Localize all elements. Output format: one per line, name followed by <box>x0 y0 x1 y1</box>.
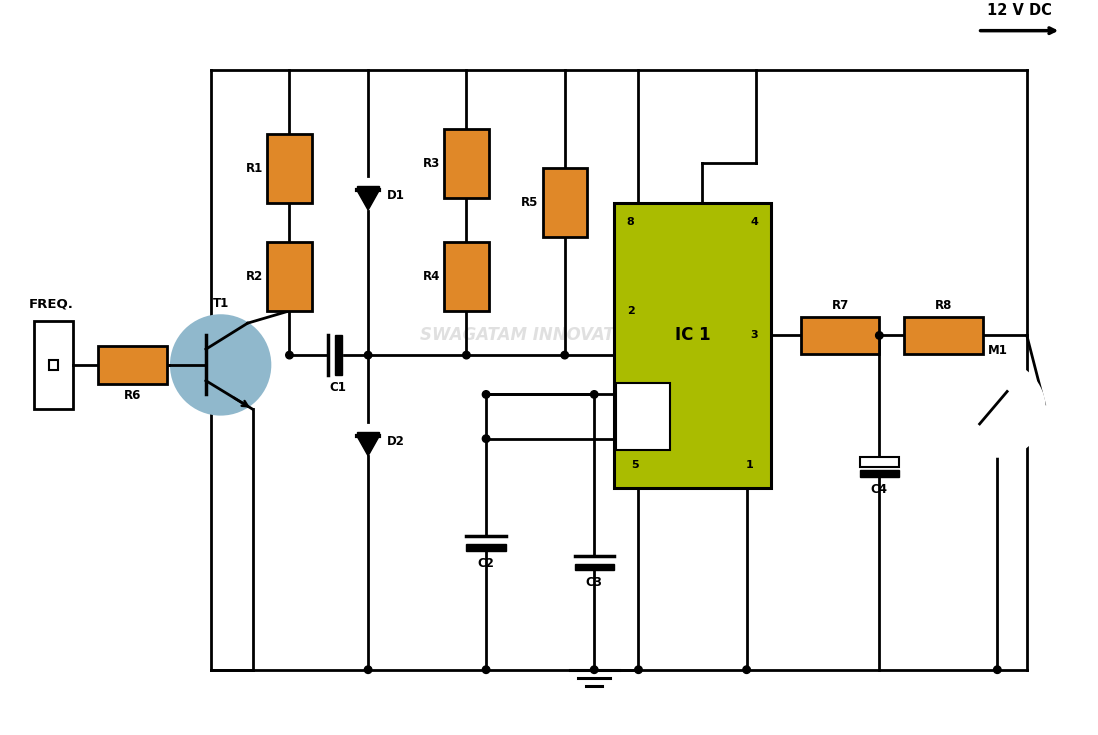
Text: 12 V DC: 12 V DC <box>986 3 1052 18</box>
Bar <box>357 432 379 436</box>
Bar <box>335 335 341 375</box>
Circle shape <box>482 435 490 442</box>
Text: IC 1: IC 1 <box>675 326 710 345</box>
Text: 6: 6 <box>627 390 635 399</box>
Bar <box>574 564 614 570</box>
Text: T1: T1 <box>213 297 228 310</box>
Bar <box>467 544 506 551</box>
Bar <box>445 242 489 311</box>
Bar <box>616 383 670 451</box>
Bar <box>445 129 489 198</box>
Text: C4: C4 <box>871 483 888 496</box>
Bar <box>98 346 167 384</box>
Text: R3: R3 <box>423 157 440 170</box>
Bar <box>800 317 879 354</box>
Text: FREQ.: FREQ. <box>29 298 74 311</box>
Circle shape <box>635 666 642 673</box>
Text: SWAGATAM INNOVATIONS: SWAGATAM INNOVATIONS <box>419 326 661 345</box>
Circle shape <box>365 351 372 359</box>
Bar <box>860 470 899 476</box>
Circle shape <box>591 666 598 673</box>
Text: M1: M1 <box>987 344 1007 357</box>
Circle shape <box>561 351 569 359</box>
Text: C1: C1 <box>329 381 346 394</box>
Circle shape <box>994 666 1001 673</box>
Circle shape <box>285 351 293 359</box>
Text: 1: 1 <box>746 460 753 470</box>
Text: R1: R1 <box>246 162 264 175</box>
Polygon shape <box>357 190 379 210</box>
Circle shape <box>171 316 270 414</box>
Bar <box>542 168 586 237</box>
Text: R8: R8 <box>934 299 952 312</box>
Text: 3: 3 <box>751 331 759 340</box>
Bar <box>357 186 379 190</box>
Text: 8: 8 <box>627 218 635 227</box>
Circle shape <box>950 362 1044 456</box>
Bar <box>614 203 771 488</box>
Circle shape <box>591 391 598 398</box>
Text: 7: 7 <box>627 434 635 444</box>
Bar <box>267 134 312 203</box>
Text: 4: 4 <box>751 218 759 227</box>
Bar <box>267 242 312 311</box>
Text: 2: 2 <box>627 306 635 316</box>
Circle shape <box>482 666 490 673</box>
Text: R4: R4 <box>423 270 440 283</box>
Circle shape <box>875 331 883 339</box>
Text: R2: R2 <box>246 270 264 283</box>
Text: C2: C2 <box>478 556 494 570</box>
Text: 5: 5 <box>631 460 639 470</box>
Circle shape <box>365 666 372 673</box>
Circle shape <box>482 391 490 398</box>
Polygon shape <box>357 436 379 456</box>
Text: R7: R7 <box>831 299 849 312</box>
Text: D1: D1 <box>388 190 405 202</box>
Bar <box>34 320 74 409</box>
Text: R5: R5 <box>522 196 539 209</box>
Bar <box>48 360 58 370</box>
Circle shape <box>743 666 750 673</box>
Bar <box>860 457 899 467</box>
Text: R6: R6 <box>123 389 141 401</box>
Text: C3: C3 <box>586 576 603 589</box>
Text: D2: D2 <box>388 435 405 448</box>
Circle shape <box>462 351 470 359</box>
Bar <box>904 317 983 354</box>
